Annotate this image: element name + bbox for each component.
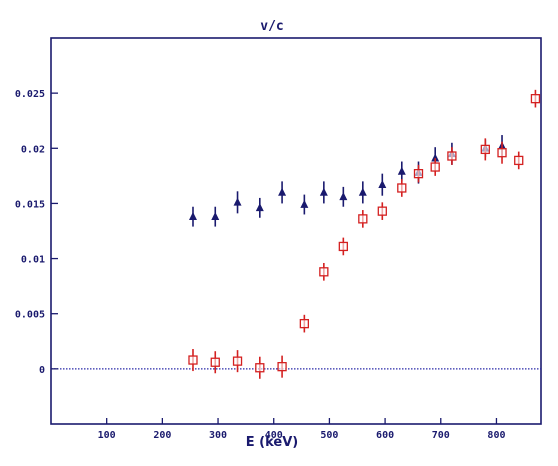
y-axis-ticks: 0 0.005 0.01 0.015 0.02 0.025 [15, 89, 58, 376]
square-point [430, 162, 440, 172]
plot-frame [50, 37, 542, 425]
x-tick-label: 500 [320, 430, 338, 441]
square-point [447, 151, 457, 161]
chart-title: v/c [260, 19, 283, 34]
triangle-point [397, 166, 406, 175]
y-tick-label: 0.01 [21, 255, 45, 266]
y-tick-label: 0.025 [15, 89, 45, 100]
square-point [377, 206, 387, 216]
triangle-point [300, 199, 309, 208]
square-point [338, 241, 348, 252]
triangle-point [211, 211, 220, 220]
triangle-point [233, 197, 242, 206]
square-point [255, 363, 265, 373]
triangle-point [339, 192, 348, 201]
y-tick-label: 0 [39, 365, 45, 376]
square-point [480, 144, 490, 155]
square-point [413, 169, 424, 179]
square-point [514, 155, 524, 166]
x-tick-label: 300 [209, 430, 227, 441]
data-marks [188, 89, 541, 379]
x-tick-label: 700 [432, 430, 450, 441]
x-axis-label: E (keV) [246, 435, 298, 450]
square-point [232, 356, 243, 366]
series-squares [188, 89, 541, 379]
square-point [299, 318, 310, 329]
triangle-point [189, 211, 197, 220]
triangle-point [278, 187, 287, 196]
triangle-point [319, 187, 328, 196]
x-tick-label: 600 [376, 430, 394, 441]
y-tick-label: 0.02 [21, 144, 45, 155]
x-axis-ticks: 100 200 300 400 500 600 700 800 [98, 418, 505, 441]
square-point [358, 214, 368, 224]
y-tick-label: 0.005 [15, 310, 45, 321]
square-point [497, 148, 507, 158]
square-point [397, 183, 407, 193]
x-tick-label: 400 [265, 430, 283, 441]
triangle-point [358, 187, 367, 196]
x-tick-label: 200 [153, 430, 171, 441]
triangle-point [255, 203, 264, 212]
x-tick-label: 100 [98, 430, 116, 441]
square-point [319, 267, 329, 277]
square-point [530, 94, 541, 104]
square-point [210, 357, 220, 367]
square-point [188, 355, 198, 365]
y-tick-label: 0.015 [15, 199, 45, 210]
series-triangles [189, 135, 507, 227]
x-tick-label: 800 [487, 430, 505, 441]
triangle-point [378, 180, 387, 188]
square-point [277, 362, 287, 372]
